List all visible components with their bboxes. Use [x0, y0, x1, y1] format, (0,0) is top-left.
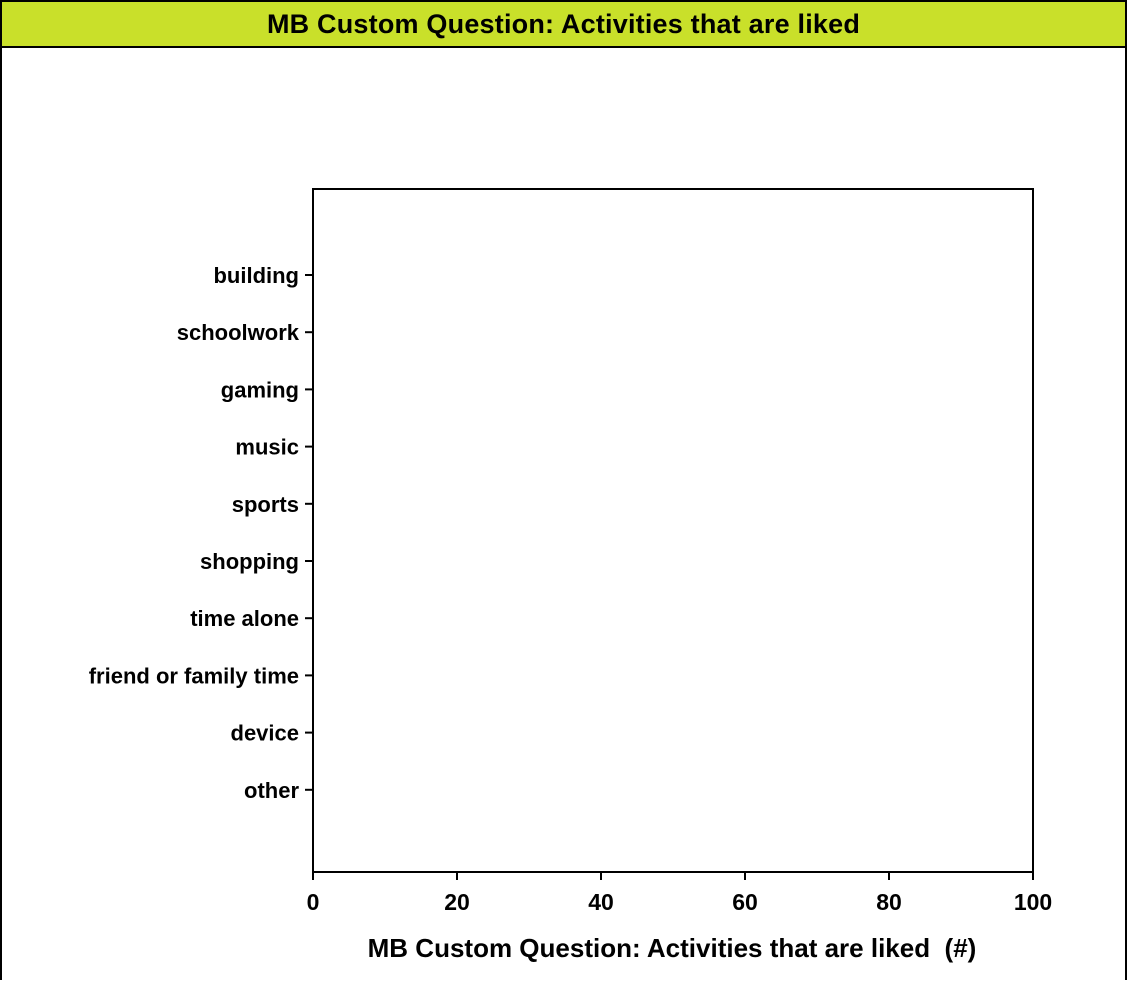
category-label: other — [244, 778, 299, 803]
value-label: 48 — [626, 435, 650, 460]
plot-area — [312, 188, 1034, 873]
category-label: device — [231, 721, 300, 746]
labels: 0 20 40 60 80 100 building 50 schoolwork 20 gaming… — [89, 263, 1052, 915]
category-label: music — [235, 435, 299, 460]
category-label: shopping — [200, 549, 299, 574]
chart-title: MB Custom Question: Activities that are … — [266, 8, 861, 39]
value-label: 51 — [648, 606, 672, 631]
value-label: 61 — [720, 377, 744, 402]
x-tick-label: 100 — [1014, 889, 1052, 915]
category-label: sports — [232, 492, 299, 517]
x-tick-label: 80 — [876, 889, 902, 915]
category-label: friend or family time — [89, 663, 299, 688]
category-label: time alone — [190, 606, 299, 631]
value-label: 50 — [641, 263, 665, 288]
category-label: schoolwork — [177, 320, 300, 345]
value-label: 34 — [525, 549, 550, 574]
axes — [305, 188, 1034, 880]
category-label: gaming — [221, 377, 299, 402]
value-label: 60 — [713, 492, 737, 517]
x-tick-label: 20 — [444, 889, 470, 915]
value-label: 47 — [619, 778, 643, 803]
x-axis-title: MB Custom Question: Activities that are … — [368, 933, 977, 963]
x-tick-label: 40 — [588, 889, 614, 915]
value-label: 20 — [425, 320, 449, 345]
category-label: building — [213, 263, 299, 288]
value-label: 70 — [785, 663, 809, 688]
x-tick-label: 0 — [307, 889, 320, 915]
title-bar: MB Custom Question: Activities that are … — [2, 2, 1125, 48]
x-tick-label: 60 — [732, 889, 758, 915]
value-label: 56 — [684, 721, 708, 746]
